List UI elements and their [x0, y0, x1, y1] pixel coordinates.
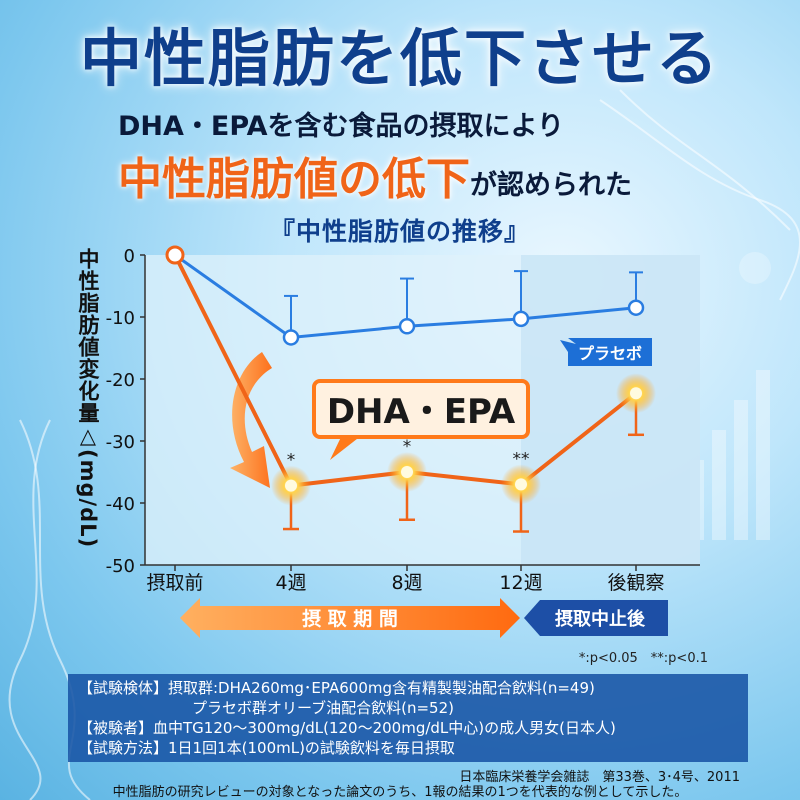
y-tick-label: -50 [106, 556, 135, 577]
dha-point [401, 466, 413, 478]
dha-series-label: DHA・EPA [327, 392, 516, 432]
placebo-point [512, 310, 530, 328]
y-tick-label: -30 [106, 432, 135, 453]
y-tick-label: 0 [124, 246, 135, 267]
placebo-point [627, 299, 645, 316]
note-line-1: 【試験検体】摂取群:DHA260mg･EPA600mg含有精製製油配合飲料(n=… [78, 679, 595, 697]
y-tick-label: -10 [106, 308, 135, 329]
stop-period-label: 摂取中止後 [555, 608, 646, 630]
intake-period-label: 摂 取 期 間 [302, 607, 398, 630]
note-line-2: プラセボ群オリーブ油配合飲料(n=52) [192, 699, 454, 717]
footnote: 中性脂肪の研究レビューの対象となった論文のうち、1報の結果の1つを代表的な例とし… [112, 785, 688, 800]
dha-label-pointer [330, 435, 362, 460]
placebo-point [282, 329, 300, 346]
placebo-label-bg [560, 338, 652, 366]
significance-mark: ** [513, 449, 530, 469]
y-tick-label: -20 [106, 370, 135, 391]
y-tick-label: -40 [106, 494, 135, 515]
stop-period-arrow [524, 600, 668, 636]
stop-period-shade [521, 255, 700, 565]
placebo-point [398, 318, 416, 335]
intake-period-arrow [180, 598, 520, 638]
x-tick-label: 12週 [499, 572, 542, 594]
subtitle-rest: が認められた [470, 170, 632, 201]
significance-mark: * [403, 437, 412, 457]
dha-label-bg [312, 379, 530, 439]
placebo-series-label: プラセボ [578, 344, 642, 363]
subtitle-line2: 中性脂肪値の低下が認められた [118, 143, 632, 207]
x-tick-label: 8週 [391, 572, 422, 594]
subtitle-line1: DHA・EPAを含む食品の摂取により [118, 111, 565, 142]
significance-mark: * [287, 451, 296, 471]
study-notes: 【試験検体】摂取群:DHA260mg･EPA600mg含有精製製油配合飲料(n=… [68, 674, 748, 762]
x-tick-label: 摂取前 [146, 572, 203, 594]
dha-point [165, 245, 185, 265]
chart-title: 『中性脂肪値の推移』 [269, 217, 530, 246]
page-title: 中性脂肪を低下させる [79, 22, 720, 95]
x-tick-label: 4週 [275, 572, 306, 594]
note-line-3: 【被験者】血中TG120～300mg/dL(120～200mg/dL中心)の成人… [78, 719, 616, 737]
source-citation: 日本臨床栄養学会雑誌 第33巻、3･4号、2011 [459, 770, 740, 785]
subtitle-highlight: 中性脂肪値の低下 [118, 154, 470, 205]
y-axis-label: 中性脂肪値変化量△(mg/dL) [76, 248, 100, 549]
note-line-4: 【試験方法】1日1回1本(100mL)の試験飲料を毎日摂取 [78, 739, 455, 757]
significance-note: *:p<0.05 **:p<0.1 [578, 651, 708, 666]
x-tick-label: 後観察 [607, 572, 664, 594]
dha-point [285, 479, 297, 492]
dha-point [515, 478, 527, 491]
dha-point [630, 387, 642, 400]
